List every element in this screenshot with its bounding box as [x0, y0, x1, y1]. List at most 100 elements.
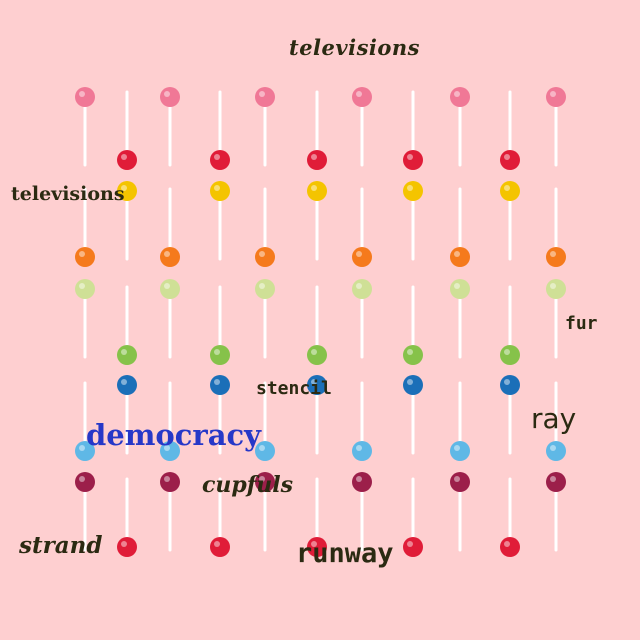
- candy-highlight: [214, 185, 220, 191]
- candy-highlight: [454, 445, 460, 451]
- candy-highlight: [79, 91, 85, 97]
- word-ray: ray: [531, 402, 577, 435]
- lollipop-candy: [160, 87, 180, 107]
- lollipop-candy: [75, 472, 95, 492]
- candy-highlight: [214, 349, 220, 355]
- candy-highlight: [454, 91, 460, 97]
- lollipop-candy: [546, 247, 566, 267]
- lollipop-candy: [255, 472, 275, 492]
- candy-highlight: [550, 476, 556, 482]
- candy-highlight: [164, 476, 170, 482]
- candy-highlight: [311, 541, 317, 547]
- candy-highlight: [356, 445, 362, 451]
- candy-highlight: [79, 476, 85, 482]
- lollipop-candy: [450, 472, 470, 492]
- lollipop-candy: [75, 279, 95, 299]
- lollipop-candy: [352, 87, 372, 107]
- lollipop-candy: [255, 279, 275, 299]
- lollipop-candy: [307, 537, 327, 557]
- candy-highlight: [164, 445, 170, 451]
- lollipop-candy: [255, 441, 275, 461]
- lollipop-candy: [500, 181, 520, 201]
- candy-highlight: [504, 185, 510, 191]
- candy-highlight: [214, 379, 220, 385]
- lollipop-candy: [352, 247, 372, 267]
- lollipop-candy: [450, 247, 470, 267]
- lollipop-candy: [500, 537, 520, 557]
- word-strand: strand: [19, 532, 103, 559]
- candy-highlight: [164, 251, 170, 257]
- candy-highlight: [259, 445, 265, 451]
- candy-highlight: [164, 283, 170, 289]
- candy-highlight: [259, 91, 265, 97]
- lollipop-candy: [117, 537, 137, 557]
- candy-highlight: [550, 445, 556, 451]
- candy-highlight: [356, 251, 362, 257]
- candy-highlight: [407, 185, 413, 191]
- candy-highlight: [121, 185, 127, 191]
- lollipop-candy: [546, 279, 566, 299]
- lollipop-candy: [117, 375, 137, 395]
- candy-highlight: [121, 349, 127, 355]
- candy-highlight: [550, 251, 556, 257]
- lollipop-candy: [403, 345, 423, 365]
- candy-highlight: [504, 154, 510, 160]
- lollipop-candy: [117, 345, 137, 365]
- candy-highlight: [79, 283, 85, 289]
- candy-highlight: [121, 541, 127, 547]
- candy-highlight: [407, 154, 413, 160]
- lollipop-candy: [160, 472, 180, 492]
- lollipop-candy: [210, 181, 230, 201]
- lollipop-candy: [255, 87, 275, 107]
- lollipop-candy: [210, 537, 230, 557]
- candy-highlight: [356, 91, 362, 97]
- lollipop-candy: [75, 441, 95, 461]
- lollipop-candy: [352, 441, 372, 461]
- lollipop-candy: [307, 345, 327, 365]
- candy-highlight: [356, 283, 362, 289]
- lollipop-candy: [210, 375, 230, 395]
- candy-highlight: [407, 541, 413, 547]
- candy-highlight: [504, 349, 510, 355]
- candy-highlight: [259, 283, 265, 289]
- lollipop-candy: [307, 150, 327, 170]
- lollipop-candy: [500, 345, 520, 365]
- candy-highlight: [454, 283, 460, 289]
- candy-highlight: [311, 154, 317, 160]
- word-fur: fur: [565, 313, 598, 334]
- lollipop-grid: [75, 87, 566, 557]
- word-televisions-top: televisions: [289, 35, 420, 60]
- lollipop-candy: [403, 150, 423, 170]
- candy-highlight: [504, 541, 510, 547]
- candy-highlight: [550, 283, 556, 289]
- candy-highlight: [407, 349, 413, 355]
- candy-highlight: [214, 154, 220, 160]
- candy-highlight: [79, 251, 85, 257]
- lollipop-candy: [352, 472, 372, 492]
- candy-highlight: [259, 251, 265, 257]
- lollipop-candy: [75, 87, 95, 107]
- lollipop-candy: [117, 181, 137, 201]
- lollipop-candy: [500, 375, 520, 395]
- lollipop-candy: [160, 247, 180, 267]
- lollipop-candy: [450, 279, 470, 299]
- lollipop-candy: [546, 441, 566, 461]
- candy-highlight: [214, 541, 220, 547]
- candy-highlight: [311, 349, 317, 355]
- candy-highlight: [311, 379, 317, 385]
- lollipop-candy: [403, 375, 423, 395]
- word-stencil: stencil: [256, 378, 332, 399]
- lollipop-candy: [75, 247, 95, 267]
- candy-highlight: [79, 445, 85, 451]
- lollipop-candy: [500, 150, 520, 170]
- lollipop-candy: [255, 247, 275, 267]
- candy-highlight: [164, 91, 170, 97]
- candy-highlight: [407, 379, 413, 385]
- candy-highlight: [504, 379, 510, 385]
- lollipop-candy: [307, 375, 327, 395]
- lollipop-candy: [210, 150, 230, 170]
- candy-highlight: [454, 476, 460, 482]
- lollipop-candy: [546, 472, 566, 492]
- candy-highlight: [121, 379, 127, 385]
